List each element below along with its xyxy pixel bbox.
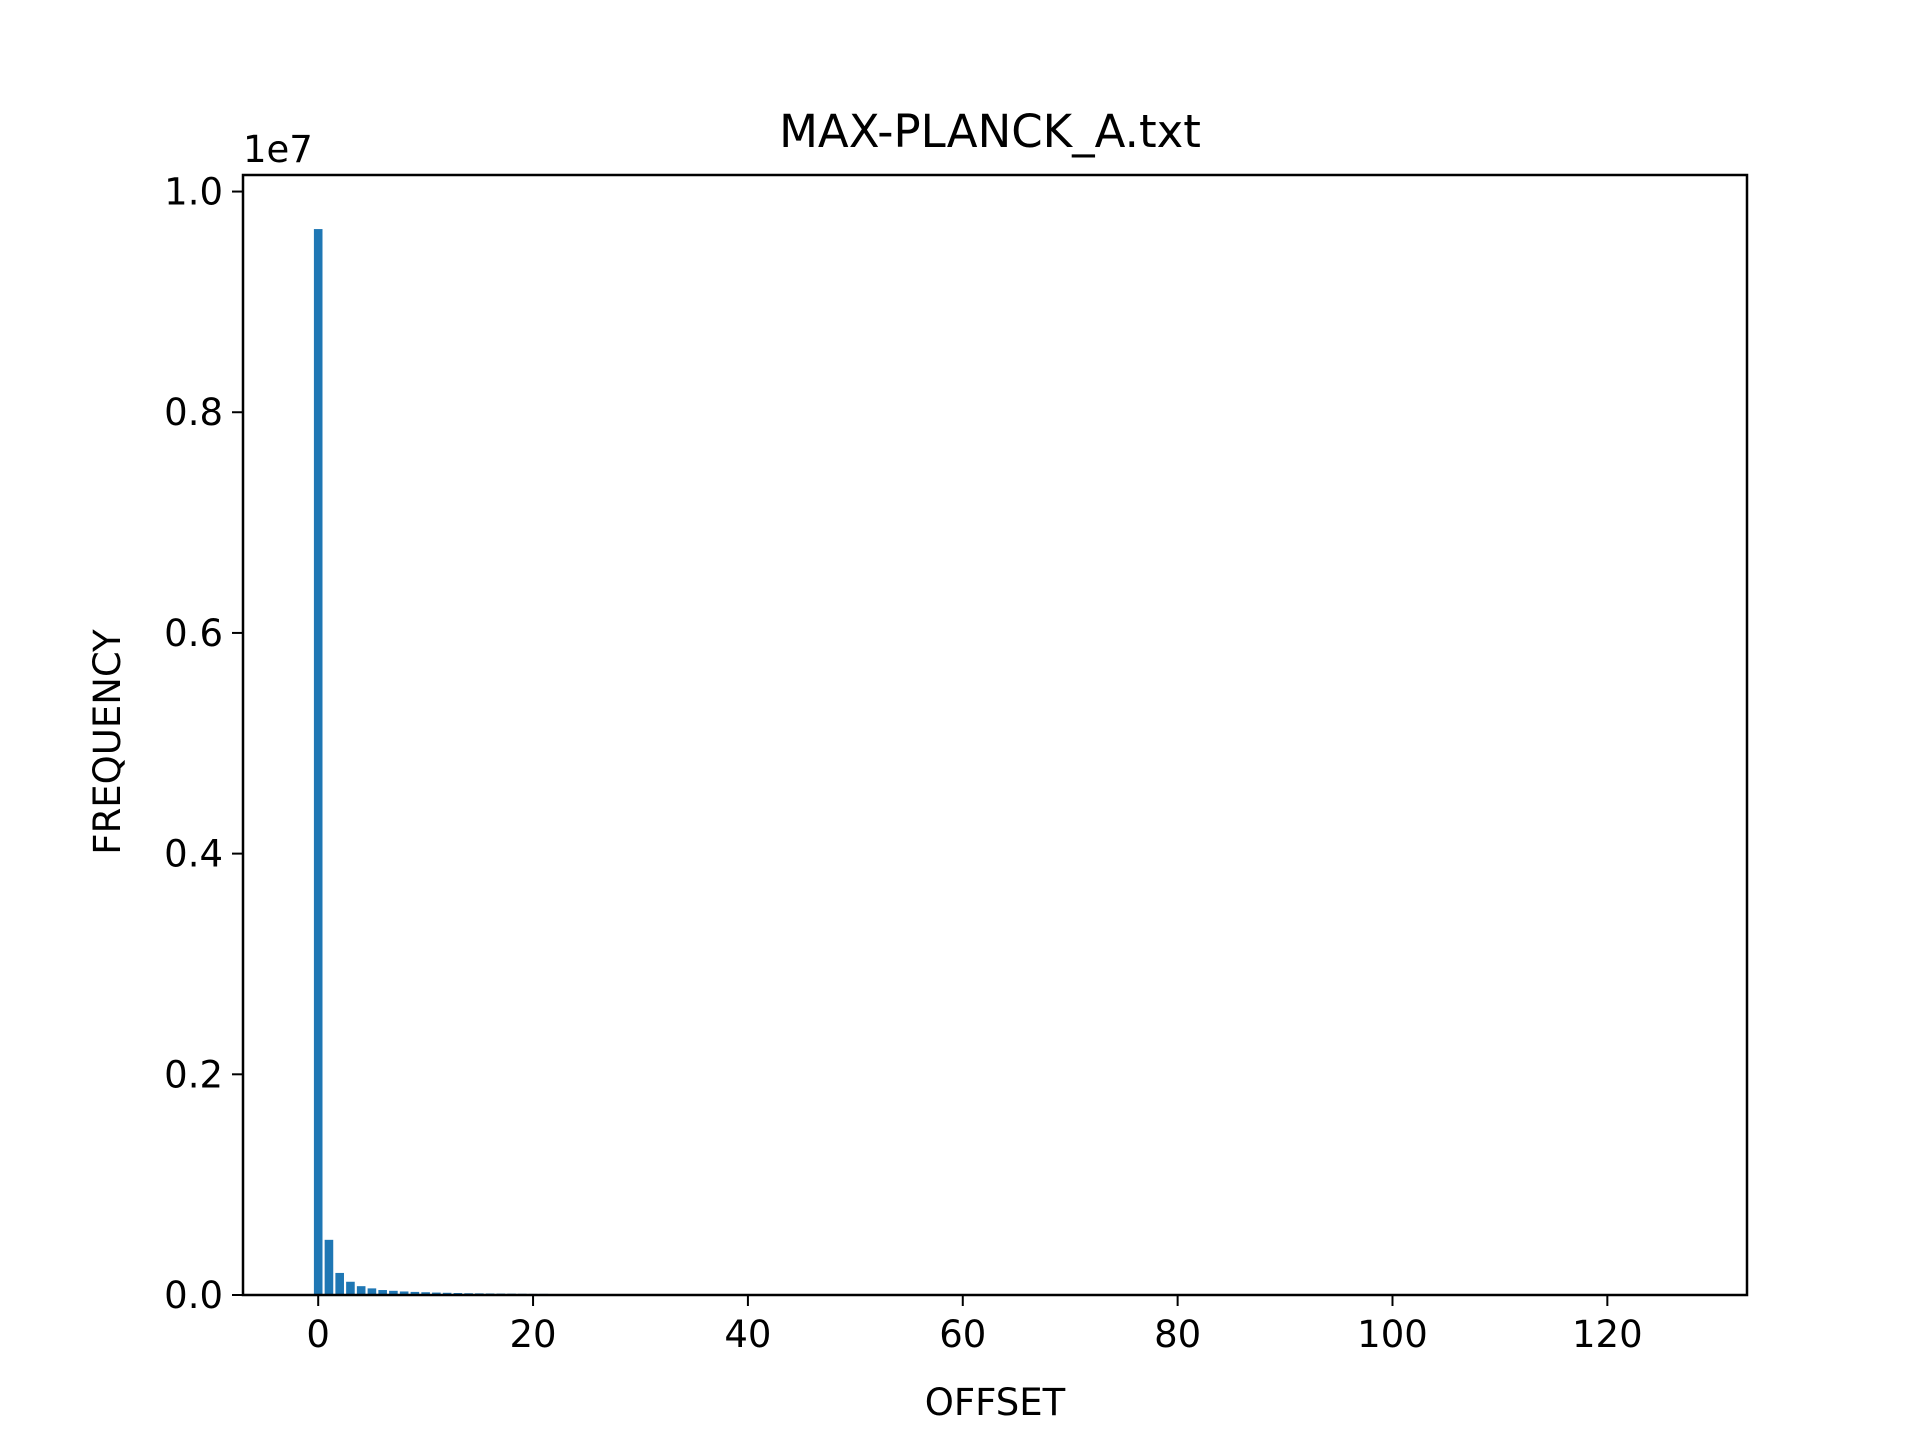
x-tick-label: 40 [724,1313,771,1356]
bar [367,1288,377,1295]
x-tick-label: 20 [510,1313,557,1356]
y-axis-label: FREQUENCY [86,629,129,855]
y-tick-label: 0.0 [164,1274,223,1317]
x-axis-ticks: 0 20 40 60 80 100 120 [306,1295,1643,1356]
y-tick-label: 0.6 [164,612,223,655]
y-tick-label: 1.0 [164,171,223,214]
y-tick-label: 0.4 [164,833,223,876]
x-tick-label: 60 [939,1313,986,1356]
y-axis-ticks: 0.0 0.2 0.4 0.6 0.8 1.0 [164,171,243,1317]
bar [313,229,323,1295]
chart-title: MAX-PLANCK_A.txt [779,105,1201,158]
bar [421,1292,430,1295]
x-tick-label: 120 [1572,1313,1643,1356]
bar [389,1290,398,1295]
bar [324,1239,334,1295]
bar [346,1281,355,1295]
bar [378,1290,387,1295]
y-offset-text: 1e7 [243,128,313,171]
y-tick-label: 0.8 [164,391,223,434]
bar [399,1291,409,1295]
x-tick-label: 100 [1357,1313,1428,1356]
x-axis-label: OFFSET [925,1381,1066,1424]
bar [335,1272,344,1295]
x-tick-label: 80 [1154,1313,1201,1356]
plot-frame [241,173,1749,1297]
x-tick-label: 0 [306,1313,330,1356]
y-tick-label: 0.2 [164,1053,223,1096]
bar [410,1291,420,1295]
bar [356,1286,366,1295]
